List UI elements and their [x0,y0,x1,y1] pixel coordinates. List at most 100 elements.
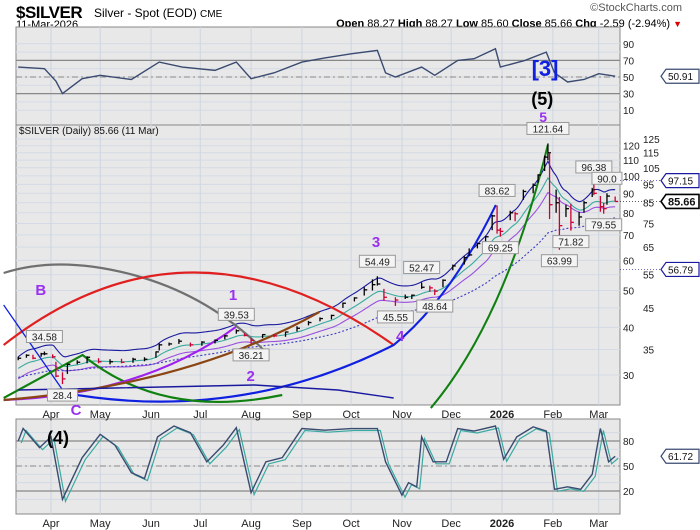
price-y-tick: 75 [643,219,655,230]
price-bar [442,279,446,288]
price-bar [51,354,56,359]
price-label-box [25,330,63,344]
price-y-tick: 115 [643,149,659,160]
rsi-line [18,47,616,95]
price-bar [463,256,468,265]
upper-ma-tag-box [660,173,700,189]
price-label-box [591,171,623,185]
price-bar [420,282,425,289]
price-bar [201,341,205,346]
price-bar [25,354,30,358]
x-tick-label: Aug [241,409,261,421]
price-label-box [46,388,78,402]
green-rising-arc [430,144,549,409]
close-price-tag: 85.66 [668,196,696,208]
price-y-tick: 100 [623,172,640,183]
upper-ma-tag: 97.15 [668,177,693,188]
price-label-box [416,299,454,313]
price-bar [319,317,323,322]
price-bar [509,210,514,221]
long-ma-tag: 56.79 [668,265,693,276]
wave-label-c: C [71,402,82,419]
price-label: 39.53 [224,310,249,321]
x-tick-label: Mar [589,518,608,530]
price-bar [578,211,583,226]
price-label: 79.55 [591,221,616,232]
price-bar [342,302,346,308]
blue-cycle-line [3,304,65,393]
x-tick-label: May [90,409,111,421]
price-label-box [585,218,623,232]
long-ma-tag-box [660,261,700,278]
x-tick-label: Jun [142,518,160,530]
price-bar [32,354,36,360]
price-bar [86,356,91,364]
price-y-tick: 105 [643,164,660,175]
price-bar [353,297,358,302]
x-tick-label: 2026 [490,409,514,421]
price-label: 90.0 [597,174,617,185]
price-bar [120,358,125,364]
price-y-tick: 120 [623,142,640,153]
price-label: 71.82 [558,238,583,249]
price-y-tick: 80 [623,209,635,220]
price-label: 96.38 [581,163,606,174]
price-label-box [540,254,578,268]
price-bar [484,236,489,243]
price-label: 69.25 [488,244,513,255]
price-bar [61,372,66,385]
navy-lower-line [18,384,394,399]
price-bar [296,326,300,332]
price-y-tick: 110 [623,156,639,167]
price-y-tick: 45 [643,304,655,315]
price-label-box [376,310,414,324]
x-tick-label: Nov [392,518,412,530]
x-tick-label: Feb [543,409,562,421]
price-bar [17,356,22,361]
price-bar [143,357,148,362]
red-cycle-arc [3,271,395,346]
price-bar [583,200,587,213]
price-label: 54.49 [365,257,390,268]
price-bar [468,248,473,257]
price-y-tick: 35 [643,346,655,357]
price-bar [429,285,433,292]
x-tick-label: Oct [343,409,360,421]
price-bar [158,343,163,351]
price-bar [394,297,399,306]
price-label-box [526,121,570,135]
wave-label-2: 2 [246,368,254,385]
rsi-y-tick: 70 [623,56,635,67]
price-bar [404,294,409,299]
stochastic-y-tick: 20 [623,487,635,498]
price-y-tick: 60 [623,256,635,267]
wave-label-3: 3 [372,234,380,251]
close-price-tag-box [660,193,700,210]
x-tick-label: Apr [42,518,59,530]
price-panel-title: $SILVER (Daily) 85.66 (11 Mar) [19,126,159,137]
price-bar [376,276,381,286]
wave-label-paren-5: (5) [531,89,553,109]
wave-label-5: 5 [539,109,547,125]
price-label-box [403,261,441,275]
price-bar [224,335,228,340]
price-bar [532,183,537,194]
price-bar [543,155,548,171]
price-bar [565,204,569,217]
x-tick-label: Sep [292,409,312,421]
wave-label-b: B [35,282,46,299]
price-label: 63.99 [547,257,572,268]
price-bar [155,351,159,358]
price-bar [606,193,610,205]
price-y-tick: 50 [623,287,635,298]
price-bar [261,333,266,339]
x-tick-label: 2026 [490,518,514,530]
blue-cycle-arc [59,204,497,403]
price-y-tick: 65 [643,243,655,254]
stochastic-value-tag: 61.72 [668,452,693,463]
wave-label-bracket-3: [3] [532,56,559,81]
price-bar [434,289,438,296]
ma-teal-line [17,176,616,369]
rsi-value-tag: 50.91 [668,72,693,83]
wave-label-1: 1 [229,287,237,304]
